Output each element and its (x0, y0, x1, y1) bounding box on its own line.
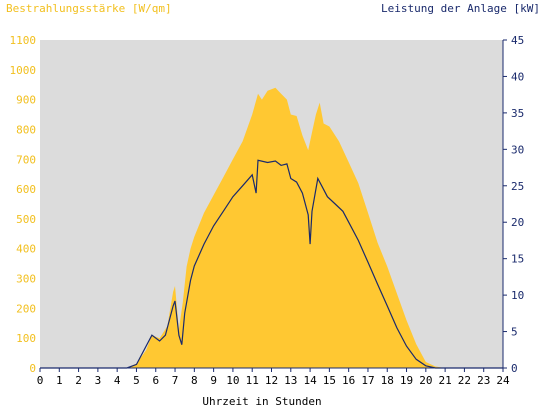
x-axis-tick-label: 16 (342, 374, 355, 387)
x-axis-tick-label: 13 (284, 374, 297, 387)
x-axis-tick-label: 23 (477, 374, 490, 387)
left-axis-title: Bestrahlungsstärke [W/qm] (6, 2, 172, 15)
left-axis-tick-label: 800 (16, 123, 36, 136)
x-axis-tick-label: 18 (381, 374, 394, 387)
left-axis-tick-label: 1100 (10, 34, 37, 47)
x-axis-tick-label: 7 (172, 374, 179, 387)
x-axis-tick-label: 12 (265, 374, 278, 387)
right-axis-tick-label: 30 (511, 143, 524, 156)
left-axis-tick-label: 600 (16, 183, 36, 196)
ticks-layer: 0100200300400500600700800900100011000510… (10, 34, 525, 387)
right-axis-tick-label: 20 (511, 216, 524, 229)
irradiance-area (40, 87, 503, 368)
right-axis-title: Leistung der Anlage [kW] (381, 2, 540, 15)
x-axis-title: Uhrzeit in Stunden (202, 395, 321, 408)
left-axis-tick-label: 500 (16, 213, 36, 226)
x-axis-tick-label: 2 (75, 374, 82, 387)
left-axis-tick-label: 1000 (10, 64, 37, 77)
x-axis-tick-label: 4 (114, 374, 121, 387)
right-axis-tick-label: 0 (511, 362, 518, 375)
left-axis-tick-label: 0 (29, 362, 36, 375)
x-axis-tick-label: 5 (133, 374, 140, 387)
x-axis-tick-label: 8 (191, 374, 198, 387)
right-axis-tick-label: 10 (511, 289, 524, 302)
x-axis-tick-label: 14 (303, 374, 317, 387)
right-axis-tick-label: 15 (511, 253, 524, 266)
right-axis-tick-label: 35 (511, 107, 524, 120)
left-axis-tick-label: 400 (16, 243, 36, 256)
right-axis-tick-label: 45 (511, 34, 524, 47)
x-axis-tick-label: 21 (439, 374, 452, 387)
x-axis-tick-label: 9 (210, 374, 217, 387)
x-axis-tick-label: 6 (152, 374, 159, 387)
right-axis-tick-label: 25 (511, 180, 524, 193)
x-axis-tick-label: 15 (323, 374, 336, 387)
power-line (40, 159, 503, 369)
series-layer (40, 87, 503, 369)
left-axis-tick-label: 200 (16, 302, 36, 315)
x-axis-tick-label: 22 (458, 374, 471, 387)
left-axis-tick-label: 700 (16, 153, 36, 166)
x-axis-tick-label: 24 (496, 374, 510, 387)
left-axis-tick-label: 900 (16, 94, 36, 107)
x-axis-tick-label: 17 (361, 374, 374, 387)
x-axis-tick-label: 11 (246, 374, 259, 387)
right-axis-tick-label: 40 (511, 70, 524, 83)
left-axis-tick-label: 300 (16, 273, 36, 286)
x-axis-tick-label: 19 (400, 374, 413, 387)
x-axis-tick-label: 3 (95, 374, 102, 387)
x-axis-tick-label: 20 (419, 374, 432, 387)
x-axis-tick-label: 10 (226, 374, 239, 387)
x-axis-tick-label: 0 (37, 374, 44, 387)
left-axis-tick-label: 100 (16, 332, 36, 345)
right-axis-tick-label: 5 (511, 326, 518, 339)
x-axis-tick-label: 1 (56, 374, 63, 387)
